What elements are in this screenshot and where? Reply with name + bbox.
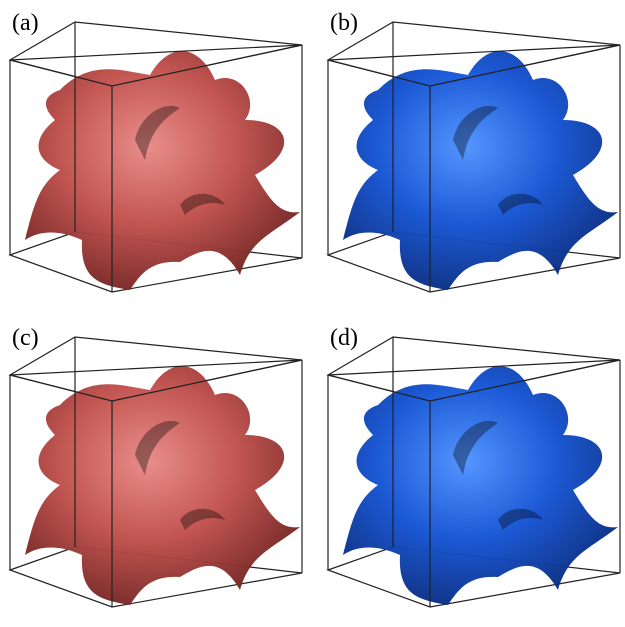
panel-label: (b) (330, 10, 358, 36)
panel-label: (a) (12, 10, 39, 36)
isosurface (25, 51, 300, 290)
figure: (a) (b) (c) (d) (0, 0, 625, 627)
panel: (b) (328, 10, 620, 292)
isosurface (25, 366, 300, 605)
panel-label: (d) (330, 325, 358, 351)
isosurface (343, 366, 618, 605)
panel-label: (c) (12, 325, 39, 351)
panel: (d) (328, 325, 620, 607)
isosurface (343, 51, 618, 290)
panel: (a) (10, 10, 302, 292)
panel: (c) (10, 325, 302, 607)
